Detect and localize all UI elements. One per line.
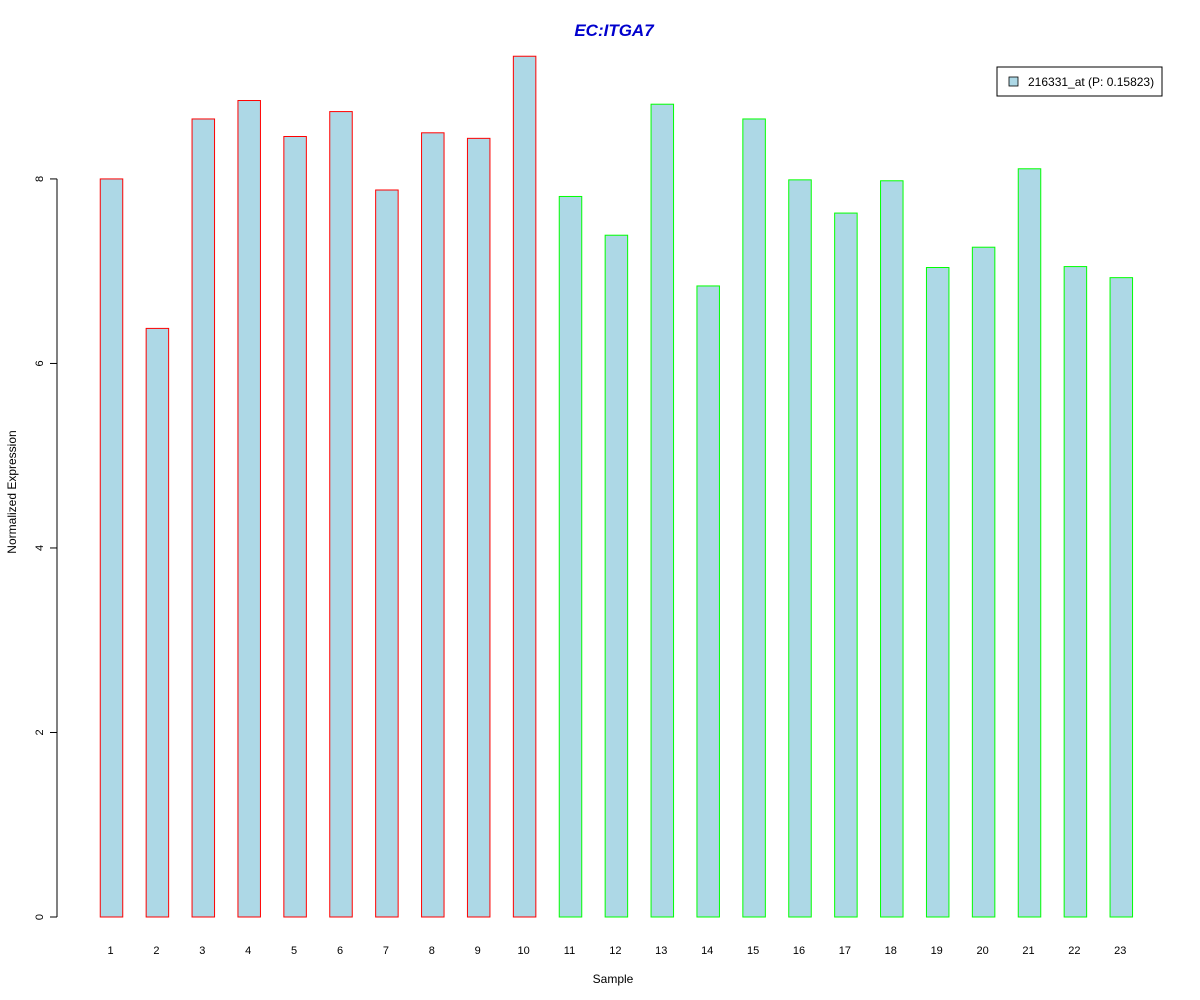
x-tick-label: 1 [107,945,113,957]
bar-sample-21 [1017,168,1042,918]
x-tick-label: 12 [609,945,621,957]
bar-sample-14 [696,285,720,918]
x-axis-label: Sample [593,972,634,986]
x-tick-label: 3 [199,945,205,957]
x-tick-label: 22 [1068,945,1080,957]
y-tick-label: 6 [34,360,46,366]
bar-sample-23 [1109,277,1134,918]
x-tick-label: 21 [1022,945,1034,957]
x-tick-label: 23 [1114,945,1126,957]
y-tick-label: 4 [34,545,46,551]
bar-sample-22 [1063,266,1088,918]
bar-sample-9 [466,137,491,918]
x-tick-labels: 1 2 3 4 5 6 7 8 9 10 11 12 13 14 15 16 17 18 19 20 21 22 23 [107,945,1126,957]
y-axis-label: Normalized Expression [5,430,19,553]
bar-sample-19 [925,267,950,918]
bar-sample-7 [375,189,399,918]
x-tick-label: 20 [976,945,988,957]
bar-sample-17 [834,212,858,918]
legend-box [996,66,1163,97]
bar-sample-8 [421,132,445,918]
x-tick-label: 19 [931,945,943,957]
bar-sample-18 [880,180,904,918]
x-tick-label: 16 [793,945,805,957]
bar-sample-10 [512,55,537,918]
x-tick-label: 2 [153,945,159,957]
bar-sample-2 [145,327,170,918]
bar-sample-16 [788,179,812,918]
bar-sample-5 [283,135,307,918]
chart-title: EC:ITGA7 [574,21,655,40]
legend-label: 216331_at (P: 0.15823) [1028,75,1154,89]
bar-sample-4 [237,100,261,918]
x-tick-label: 14 [701,945,713,957]
bar-sample-20 [971,246,996,918]
bars-group [99,55,1134,918]
legend-swatch [1008,76,1019,87]
bar-sample-15 [742,118,766,918]
x-tick-label: 17 [839,945,851,957]
x-tick-label: 11 [564,945,575,957]
bar-sample-1 [99,178,124,918]
bar-sample-3 [191,118,216,918]
x-tick-label: 5 [291,945,297,957]
x-tick-label: 18 [885,945,897,957]
x-tick-label: 9 [475,945,481,957]
x-tick-label: 6 [337,945,343,957]
bar-sample-6 [329,111,353,918]
bar-sample-11 [558,195,583,918]
x-tick-label: 7 [383,945,389,957]
x-tick-label: 8 [429,945,435,957]
x-tick-label: 4 [245,945,251,957]
y-tick-label: 2 [34,729,46,735]
x-tick-label: 15 [747,945,759,957]
x-tick-label: 10 [517,945,529,957]
legend: 216331_at (P: 0.15823) [996,66,1163,97]
y-axis: 0 2 4 6 8 [34,176,58,920]
y-tick-label: 8 [34,176,46,182]
bar-sample-12 [604,234,629,918]
bar-sample-13 [650,103,675,918]
y-tick-label: 0 [34,914,46,920]
x-tick-label: 13 [655,945,667,957]
